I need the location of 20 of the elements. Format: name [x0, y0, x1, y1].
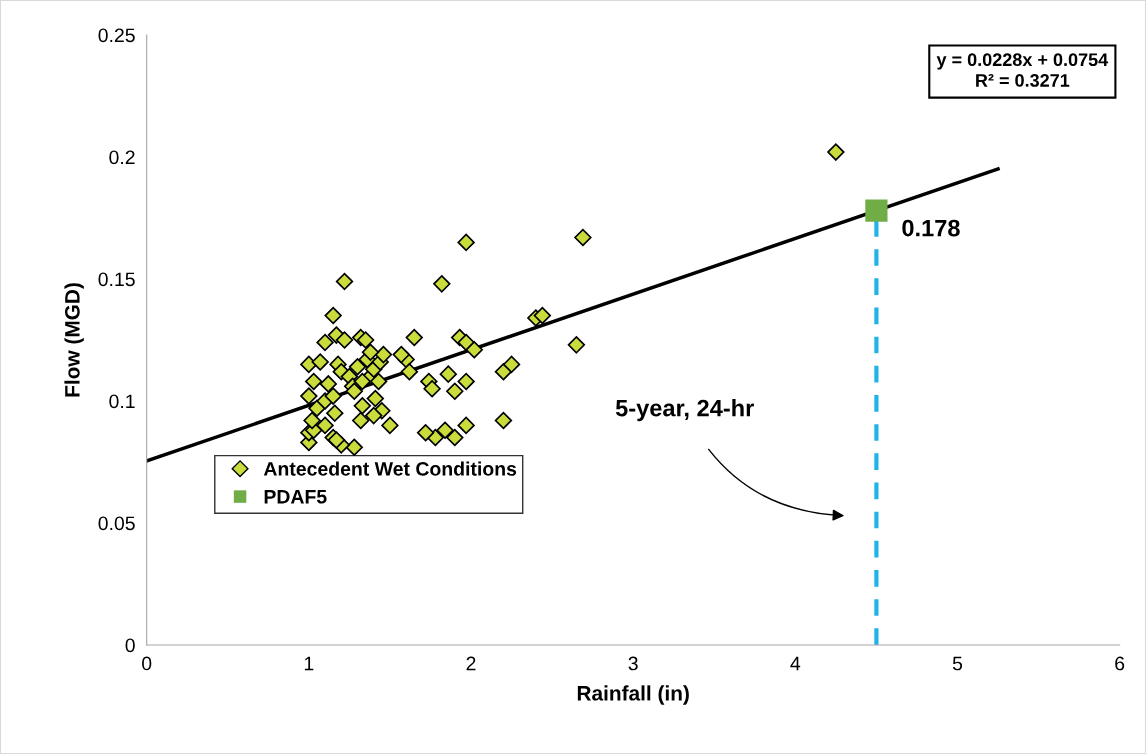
x-tick-label: 2 [466, 656, 476, 671]
y-tick-label: 0 [125, 638, 135, 653]
legend-label: Antecedent Wet Conditions [263, 461, 517, 476]
annotation: y = 0.0228x + 0.0754 R² = 0.3271 [936, 53, 1109, 87]
annotation: 5-year, 24-hr [615, 399, 754, 422]
x-axis-title: Rainfall (in) [577, 685, 689, 705]
x-tick-label: 1 [304, 656, 314, 671]
x-tick-label: 4 [790, 656, 801, 671]
y-tick-label: 0.15 [98, 272, 135, 287]
x-tick-label: 6 [1115, 656, 1125, 671]
y-tick-label: 0.1 [109, 394, 135, 409]
y-tick-label: 0.25 [98, 28, 135, 43]
legend-label: PDAF5 [264, 490, 327, 504]
y-tick-label: 0.05 [98, 516, 135, 531]
x-tick-label: 3 [628, 656, 638, 671]
x-tick-label: 5 [952, 656, 963, 671]
annotation: 0.178 [902, 219, 960, 237]
y-tick-label: 0.2 [109, 150, 135, 165]
x-tick-label: 0 [142, 656, 152, 671]
y-axis-title: Flow (MGD) [64, 283, 84, 397]
